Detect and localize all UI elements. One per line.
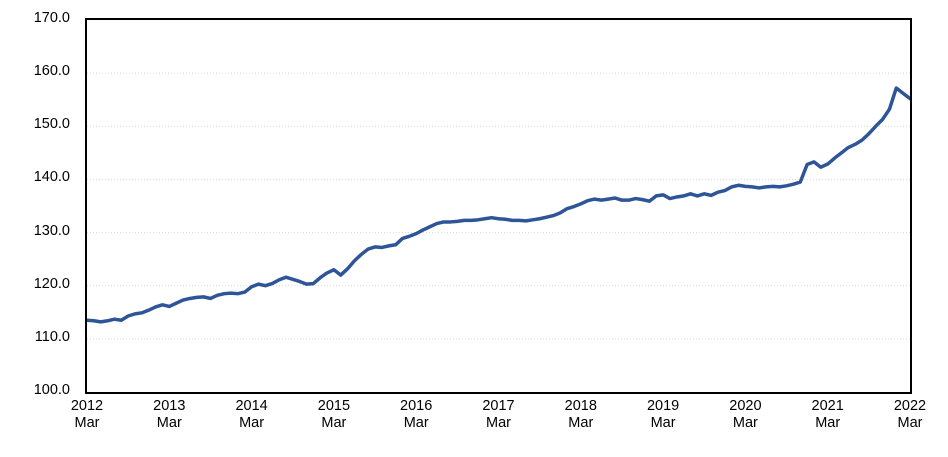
x-tick-label: 2017 Mar [482,398,514,432]
x-tick-label: 2013 Mar [153,398,185,432]
x-tick-year: 2014 [235,398,268,414]
data-line [87,86,910,324]
x-tick-month: Mar [650,415,676,431]
x-tick-label: 2018 Mar [565,398,597,432]
x-tick-label: 2012 Mar [71,398,103,432]
x-tick-year: 2012 [70,398,104,414]
x-tick-label: 2021 Mar [812,398,844,432]
x-tick-month: Mar [732,415,758,431]
x-tick-label: 2015 Mar [318,398,350,432]
x-tick-label: 2019 Mar [647,398,679,432]
y-tick-label: 170.0 [33,10,70,26]
x-tick-year: 2013 [153,398,186,414]
x-tick-label: 2014 Mar [235,398,267,432]
x-tick-month: Mar [486,415,511,431]
x-tick-label: 2020 Mar [729,398,761,432]
x-tick-month: Mar [897,415,923,431]
x-tick-year: 2022 [893,398,927,414]
y-tick-label: 160.0 [33,63,70,80]
x-tick-month: Mar [815,415,841,431]
x-tick-month: Mar [74,415,100,431]
x-tick-label: 2022 Mar [894,398,926,432]
x-tick-label: 2016 Mar [400,398,432,432]
x-tick-year: 2017 [482,398,515,414]
y-tick-label: 140.0 [33,169,70,186]
x-tick-year: 2015 [317,398,351,414]
y-tick-label: 100.0 [33,382,70,398]
y-tick-label: 120.0 [33,275,70,292]
x-tick-year: 2019 [646,398,680,414]
x-tick-year: 2018 [564,398,597,414]
x-tick-month: Mar [568,415,594,431]
x-tick-month: Mar [403,415,429,431]
x-tick-year: 2021 [811,398,844,414]
x-tick-month: Mar [156,415,182,431]
x-tick-year: 2020 [729,398,762,414]
y-tick-label: 150.0 [33,116,70,133]
chart-canvas [87,72,910,340]
x-tick-month: Mar [321,415,347,431]
x-tick-month: Mar [239,415,265,431]
plot-area [85,18,912,394]
x-tick-year: 2016 [400,398,433,414]
y-tick-label: 110.0 [34,328,70,345]
y-tick-label: 130.0 [33,222,70,239]
